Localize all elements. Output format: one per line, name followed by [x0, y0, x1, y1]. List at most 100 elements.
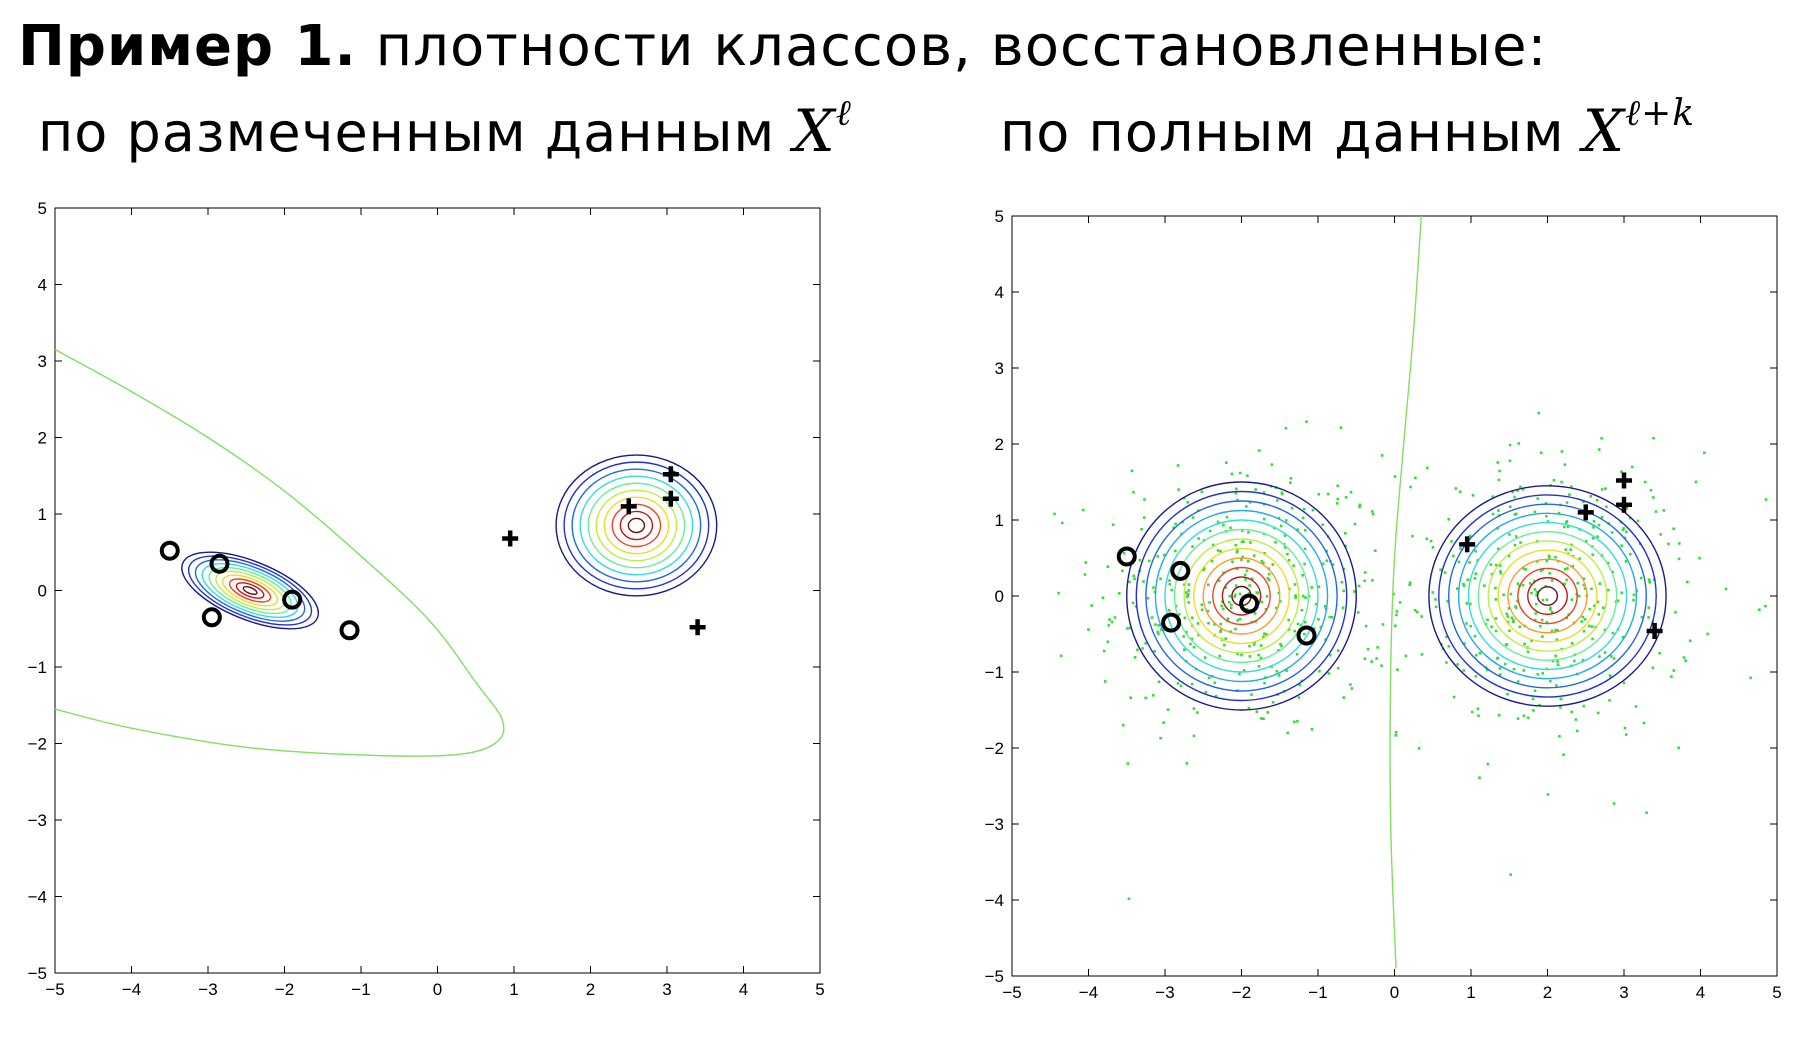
right-unlabeled-point	[1255, 710, 1259, 713]
right-unlabeled-point	[1431, 546, 1435, 549]
right-unlabeled-point	[1277, 674, 1281, 677]
right-unlabeled-point	[1184, 591, 1188, 594]
left-x-tick-label: 1	[509, 980, 518, 999]
right-unlabeled-point	[1081, 508, 1085, 512]
right-unlabeled-point	[1142, 580, 1145, 583]
right-unlabeled-point	[1577, 594, 1581, 598]
right-unlabeled-point	[1503, 662, 1507, 666]
right-unlabeled-point	[1539, 624, 1542, 628]
left-density-contour-class-o	[222, 574, 279, 607]
right-density-contour-class-o	[1183, 538, 1300, 654]
right-unlabeled-point	[1522, 669, 1526, 672]
right-unlabeled-point	[1263, 632, 1266, 635]
right-unlabeled-point	[1545, 621, 1549, 624]
right-unlabeled-point	[1159, 577, 1162, 580]
right-unlabeled-point	[1524, 568, 1527, 571]
right-unlabeled-point	[1610, 655, 1613, 658]
right-unlabeled-point	[1293, 629, 1297, 633]
right-unlabeled-point	[1224, 586, 1228, 589]
right-unlabeled-point	[1622, 681, 1626, 685]
right-unlabeled-point	[1289, 481, 1292, 484]
right-unlabeled-point	[1546, 793, 1550, 796]
right-unlabeled-point	[1589, 495, 1593, 498]
right-density-contour-class-plus	[1487, 540, 1608, 652]
right-density-contour-class-plus	[1507, 558, 1588, 634]
right-unlabeled-point	[1643, 480, 1647, 484]
right-unlabeled-point	[1539, 569, 1543, 573]
right-unlabeled-point	[1136, 648, 1139, 652]
right-unlabeled-point	[1533, 618, 1537, 622]
right-unlabeled-point	[1548, 571, 1552, 575]
right-unlabeled-point	[1571, 564, 1575, 568]
right-unlabeled-point	[1392, 592, 1395, 596]
left-density-contour-class-o	[235, 582, 265, 599]
left-class-plus-marker	[662, 466, 679, 483]
right-unlabeled-point	[1192, 707, 1196, 710]
right-unlabeled-point	[1231, 560, 1234, 564]
right-unlabeled-point	[1271, 563, 1275, 566]
right-unlabeled-point	[1545, 514, 1548, 518]
right-unlabeled-point	[1667, 542, 1670, 546]
right-unlabeled-point	[1394, 734, 1398, 737]
right-unlabeled-point	[1688, 639, 1692, 643]
right-unlabeled-point	[1157, 632, 1160, 636]
right-unlabeled-point	[1604, 487, 1607, 490]
right-unlabeled-point	[1620, 544, 1623, 548]
left-y-tick-label: −3	[28, 811, 47, 830]
left-class-o-marker	[339, 620, 360, 641]
right-unlabeled-point	[1106, 640, 1110, 644]
right-unlabeled-point	[1583, 618, 1587, 621]
right-unlabeled-point	[1121, 569, 1124, 573]
right-unlabeled-point	[1535, 590, 1539, 594]
right-unlabeled-point	[1236, 619, 1240, 622]
right-unlabeled-point	[1491, 512, 1495, 516]
right-unlabeled-point	[1190, 637, 1194, 641]
right-unlabeled-point	[1340, 580, 1344, 584]
right-unlabeled-point	[1455, 587, 1459, 591]
right-unlabeled-point	[1533, 588, 1537, 591]
right-unlabeled-point	[1203, 656, 1207, 659]
right-unlabeled-point	[1749, 676, 1752, 680]
left-caption-symbol: X	[793, 97, 836, 165]
right-unlabeled-point	[1600, 488, 1604, 491]
right-unlabeled-point	[1478, 776, 1481, 779]
right-unlabeled-point	[1349, 490, 1353, 494]
right-density-contour-class-o	[1154, 509, 1329, 683]
right-unlabeled-point	[1549, 679, 1552, 683]
right-x-tick-label: 0	[1390, 983, 1399, 1002]
right-class-o-marker	[1161, 612, 1182, 633]
right-unlabeled-point	[1130, 469, 1134, 473]
right-unlabeled-point	[1499, 572, 1503, 575]
right-unlabeled-point	[1090, 604, 1093, 607]
right-unlabeled-point	[1490, 625, 1493, 629]
right-unlabeled-point	[1297, 696, 1301, 699]
right-unlabeled-point	[1325, 559, 1329, 562]
right-unlabeled-point	[1570, 598, 1574, 601]
right-unlabeled-point	[1174, 549, 1177, 553]
left-density-contour-class-plus	[571, 468, 702, 583]
right-unlabeled-point	[1160, 628, 1163, 631]
right-unlabeled-point	[1562, 753, 1565, 756]
right-unlabeled-point	[1532, 579, 1536, 583]
right-unlabeled-point	[1558, 734, 1561, 738]
right-unlabeled-point	[1513, 495, 1516, 499]
right-unlabeled-point	[1218, 654, 1221, 658]
right-unlabeled-point	[1677, 746, 1680, 750]
right-unlabeled-point	[1246, 559, 1250, 563]
right-unlabeled-point	[1476, 707, 1480, 711]
right-unlabeled-point	[1366, 647, 1370, 651]
right-unlabeled-point	[1153, 649, 1157, 653]
right-unlabeled-point	[1177, 612, 1181, 616]
right-unlabeled-point	[1223, 643, 1226, 647]
right-unlabeled-point	[1496, 461, 1500, 464]
right-unlabeled-point	[1284, 426, 1288, 430]
right-unlabeled-point	[1213, 622, 1216, 626]
right-unlabeled-point	[1564, 548, 1568, 551]
right-unlabeled-point	[1285, 519, 1288, 522]
right-unlabeled-point	[1132, 490, 1135, 494]
right-unlabeled-point	[1225, 461, 1228, 464]
right-unlabeled-point	[1505, 643, 1509, 646]
right-x-tick-label: 5	[1772, 983, 1781, 1002]
right-class-o-marker	[1239, 593, 1260, 614]
right-unlabeled-point	[1336, 484, 1339, 488]
